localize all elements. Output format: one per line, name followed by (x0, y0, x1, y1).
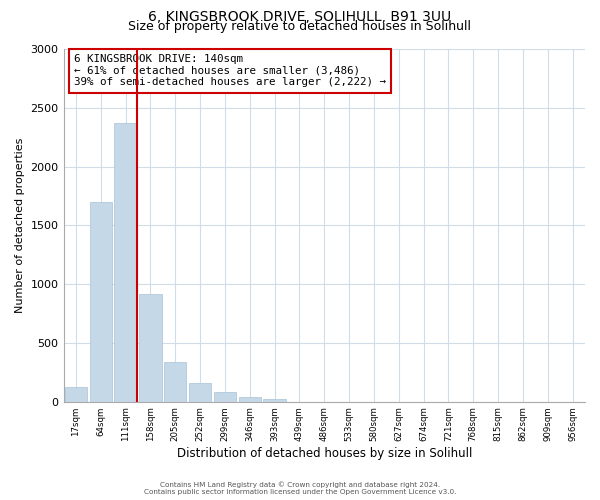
Bar (239, 397, 261, 402)
Bar (214, 392, 236, 402)
Text: 6, KINGSBROOK DRIVE, SOLIHULL, B91 3UU: 6, KINGSBROOK DRIVE, SOLIHULL, B91 3UU (148, 10, 452, 24)
Text: Contains public sector information licensed under the Open Government Licence v3: Contains public sector information licen… (144, 489, 456, 495)
Bar (89, 202, 112, 402)
Text: 6 KINGSBROOK DRIVE: 140sqm
← 61% of detached houses are smaller (3,486)
39% of s: 6 KINGSBROOK DRIVE: 140sqm ← 61% of deta… (74, 54, 386, 88)
Bar (189, 384, 211, 402)
Bar (115, 123, 137, 402)
Bar (263, 400, 286, 402)
Bar (65, 387, 87, 402)
Bar (139, 294, 161, 402)
Text: Size of property relative to detached houses in Solihull: Size of property relative to detached ho… (128, 20, 472, 33)
Y-axis label: Number of detached properties: Number of detached properties (15, 138, 25, 313)
X-axis label: Distribution of detached houses by size in Solihull: Distribution of detached houses by size … (176, 447, 472, 460)
Text: Contains HM Land Registry data © Crown copyright and database right 2024.: Contains HM Land Registry data © Crown c… (160, 481, 440, 488)
Bar (164, 362, 187, 402)
